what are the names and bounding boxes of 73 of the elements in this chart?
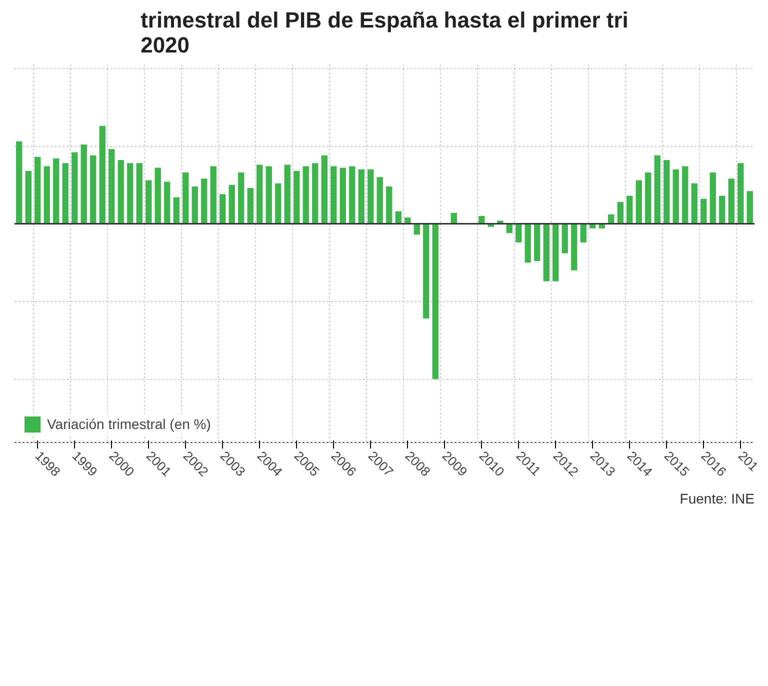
bar (173, 197, 180, 224)
bar (99, 126, 106, 224)
bar (700, 198, 707, 224)
bar (516, 224, 522, 242)
bar (738, 163, 744, 224)
bar (710, 172, 716, 224)
bar (80, 144, 87, 224)
bar (210, 166, 216, 224)
bar (450, 212, 457, 224)
bar (552, 224, 559, 282)
bar (136, 163, 142, 224)
bar (53, 158, 60, 224)
bar (746, 191, 753, 224)
bar (580, 224, 586, 242)
bar (182, 172, 189, 224)
bar (220, 194, 226, 224)
bar (543, 224, 550, 282)
bar (386, 186, 392, 224)
bar (691, 183, 698, 224)
bar (376, 177, 383, 224)
bar (294, 170, 300, 224)
bar (330, 166, 337, 224)
bar (34, 156, 41, 224)
chart-title: trimestral del PIB de España hasta el primer tri 2020 (140, 8, 628, 58)
bar (524, 224, 531, 263)
bar (284, 164, 290, 224)
bar (321, 155, 328, 224)
bar (302, 166, 309, 224)
bar (154, 168, 161, 224)
bar (636, 180, 642, 224)
bar (617, 202, 624, 224)
bar (192, 186, 198, 224)
bar (238, 172, 244, 224)
bar (349, 166, 356, 224)
x-tick-label: 201 (735, 448, 762, 474)
bar (719, 196, 726, 224)
bar (256, 164, 263, 224)
bar (682, 166, 688, 224)
bar (728, 178, 734, 224)
bar (16, 141, 22, 224)
bar (44, 166, 50, 224)
bar (664, 160, 670, 224)
bar (358, 169, 364, 224)
bar (247, 188, 254, 224)
bar (108, 149, 115, 224)
bar (118, 160, 124, 224)
bar (127, 163, 134, 224)
bar (146, 180, 152, 224)
bar (645, 172, 652, 224)
bar (201, 178, 208, 224)
bar (672, 169, 679, 224)
bar (423, 224, 430, 319)
bar (414, 224, 420, 235)
bar (654, 155, 660, 224)
bar (534, 224, 540, 262)
bar (72, 152, 78, 224)
bar (432, 224, 438, 380)
bar (571, 224, 578, 270)
bar (368, 169, 374, 224)
bar (312, 163, 318, 224)
bar (266, 166, 272, 224)
source-note: Fuente: INE (680, 490, 754, 506)
bar (228, 184, 235, 224)
bar (90, 155, 96, 224)
bar (164, 182, 170, 224)
bar (395, 211, 402, 224)
bar (340, 168, 346, 224)
bar (62, 163, 68, 224)
legend-label: Variación trimestral (en %) (47, 416, 211, 432)
bar (275, 183, 282, 224)
bar (562, 224, 568, 254)
bar (626, 196, 633, 224)
bar (25, 170, 32, 224)
